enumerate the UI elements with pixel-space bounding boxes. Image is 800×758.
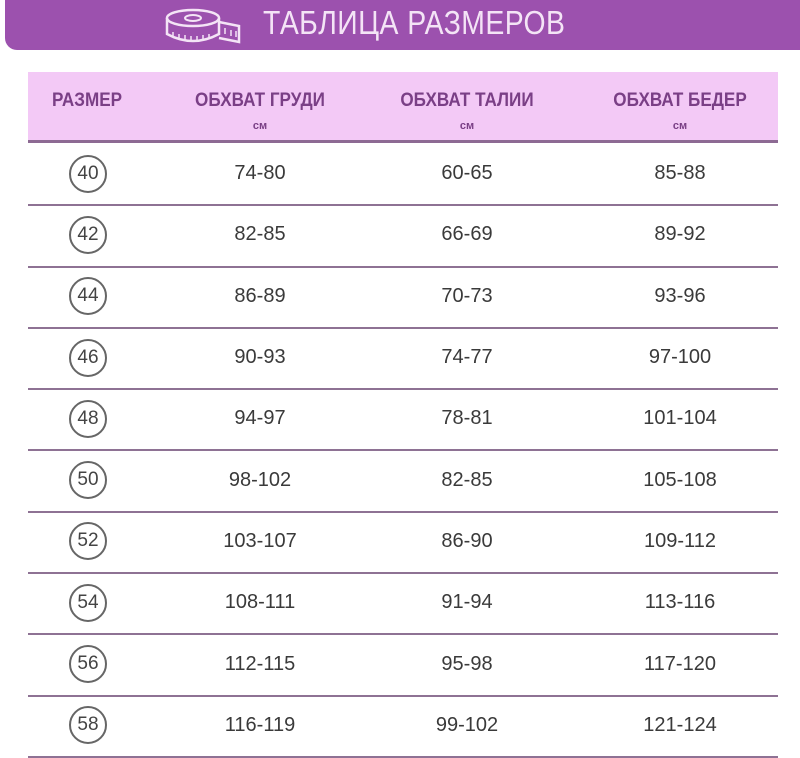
header-label: ОБХВАТ БЕДЕР xyxy=(613,90,747,111)
size-cell: 48 xyxy=(48,388,128,449)
waist-cell: 86-90 xyxy=(441,529,493,552)
chest-cell: 94-97 xyxy=(234,407,286,430)
chest-cell: 86-89 xyxy=(234,284,286,307)
size-cell: 52 xyxy=(48,511,128,572)
size-badge: 46 xyxy=(69,338,107,377)
size-badge: 58 xyxy=(69,706,107,745)
header-hips: ОБХВАТ БЕДЕР см xyxy=(580,90,780,132)
waist-cell: 99-102 xyxy=(435,713,499,736)
header-label: ОБХВАТ ГРУДИ xyxy=(195,90,325,111)
table-row: 54 108-111 91-94 113-116 xyxy=(28,572,778,636)
hips-cell: 101-104 xyxy=(643,407,717,430)
header-chest: ОБХВАТ ГРУДИ см xyxy=(160,90,360,132)
hips-cell: 113-116 xyxy=(644,591,716,614)
hips-cell: 105-108 xyxy=(643,468,717,491)
header-unit: см xyxy=(459,120,475,132)
measuring-tape-icon xyxy=(165,8,241,44)
size-badge: 54 xyxy=(69,583,107,622)
chest-cell: 90-93 xyxy=(234,346,286,369)
size-badge: 50 xyxy=(69,461,107,500)
size-cell: 42 xyxy=(48,204,128,265)
size-cell: 44 xyxy=(48,266,128,327)
table-row: 46 90-93 74-77 97-100 xyxy=(28,327,778,391)
table-row: 44 86-89 70-73 93-96 xyxy=(28,266,778,329)
chest-cell: 108-111 xyxy=(224,591,296,614)
header-unit: см xyxy=(252,120,268,132)
waist-cell: 82-85 xyxy=(441,468,493,491)
size-badge: 40 xyxy=(69,154,107,193)
table-row: 52 103-107 86-90 109-112 xyxy=(28,511,778,575)
chest-cell: 98-102 xyxy=(228,468,292,491)
waist-cell: 78-81 xyxy=(441,407,493,430)
waist-cell: 60-65 xyxy=(441,162,493,185)
title-banner: ТАБЛИЦА РАЗМЕРОВ xyxy=(5,0,800,50)
table-row: 58 116-119 99-102 121-124 xyxy=(28,695,778,758)
size-cell: 46 xyxy=(48,327,128,388)
hips-cell: 89-92 xyxy=(654,223,706,246)
size-badge: 48 xyxy=(69,399,107,438)
table-row: 50 98-102 82-85 105-108 xyxy=(28,450,778,513)
header-size: РАЗМЕР xyxy=(28,90,146,112)
size-cell: 58 xyxy=(48,695,128,756)
chest-cell: 116-119 xyxy=(224,713,296,736)
header-label: РАЗМЕР xyxy=(51,90,123,111)
table-header: РАЗМЕР ОБХВАТ ГРУДИ см ОБХВАТ ТАЛИИ см ОБХ… xyxy=(28,72,778,143)
table-row: 56 112-115 95-98 117-120 xyxy=(28,633,778,697)
size-cell: 40 xyxy=(48,143,128,204)
waist-cell: 66-69 xyxy=(441,223,493,246)
hips-cell: 109-112 xyxy=(644,529,716,552)
waist-cell: 70-73 xyxy=(441,284,493,307)
chest-cell: 103-107 xyxy=(223,529,297,552)
size-badge: 44 xyxy=(69,277,107,316)
header-waist: ОБХВАТ ТАЛИИ см xyxy=(367,90,567,132)
size-badge: 42 xyxy=(69,215,107,254)
hips-cell: 117-120 xyxy=(644,652,716,675)
page-title: ТАБЛИЦА РАЗМЕРОВ xyxy=(263,4,566,41)
chest-cell: 82-85 xyxy=(234,223,286,246)
hips-cell: 121-124 xyxy=(643,713,717,736)
waist-cell: 95-98 xyxy=(441,652,493,675)
size-badge: 52 xyxy=(69,522,107,561)
hips-cell: 97-100 xyxy=(648,346,712,369)
header-label: ОБХВАТ ТАЛИИ xyxy=(400,90,534,111)
table-row: 40 74-80 60-65 85-88 xyxy=(28,143,778,207)
waist-cell: 74-77 xyxy=(441,346,493,369)
table-row: 42 82-85 66-69 89-92 xyxy=(28,204,778,268)
size-cell: 54 xyxy=(48,572,128,633)
table-row: 48 94-97 78-81 101-104 xyxy=(28,388,778,452)
hips-cell: 93-96 xyxy=(654,284,706,307)
size-cell: 56 xyxy=(48,633,128,694)
waist-cell: 91-94 xyxy=(441,591,493,614)
chest-cell: 112-115 xyxy=(224,652,296,675)
hips-cell: 85-88 xyxy=(654,162,706,185)
chest-cell: 74-80 xyxy=(234,162,286,185)
size-badge: 56 xyxy=(69,645,107,684)
size-cell: 50 xyxy=(48,450,128,511)
header-unit: см xyxy=(672,120,688,132)
